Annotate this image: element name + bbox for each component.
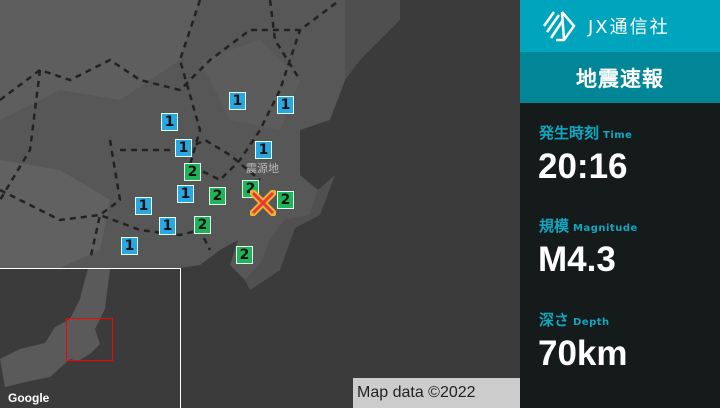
brand-name: JX通信社 (588, 17, 670, 38)
intensity-marker[interactable]: 1 (159, 217, 176, 235)
intensity-marker[interactable]: 2 (277, 191, 294, 209)
magnitude-value: M4.3 (538, 240, 616, 279)
intensity-marker[interactable]: 1 (177, 185, 194, 203)
intensity-marker[interactable]: 1 (121, 237, 138, 255)
intensity-marker[interactable]: 1 (175, 139, 192, 157)
time-label-en: Time (603, 130, 633, 141)
time-label-ja: 発生時刻 (539, 124, 600, 142)
intensity-marker[interactable]: 2 (184, 163, 201, 181)
depth-label: 深さ Depth (539, 310, 610, 333)
time-value: 20:16 (538, 147, 628, 186)
intensity-marker[interactable]: 2 (209, 187, 226, 205)
magnitude-label-en: Magnitude (573, 223, 638, 234)
japan-overview (0, 269, 110, 387)
depth-label-en: Depth (573, 317, 610, 328)
depth-value: 70km (538, 334, 628, 373)
intensity-marker[interactable]: 2 (194, 216, 211, 234)
depth-label-ja: 深さ (539, 311, 570, 329)
intensity-marker[interactable]: 1 (229, 92, 246, 110)
epicenter-icon (250, 190, 276, 216)
magnitude-label-ja: 規模 (539, 217, 570, 235)
brand-header: JX通信社 (520, 0, 720, 52)
map-attribution[interactable]: Map data ©2022 (353, 378, 520, 408)
overview-inset-map: Google (0, 268, 181, 408)
intensity-marker[interactable]: 1 (255, 141, 272, 159)
panel-title: 地震速報 (520, 52, 720, 103)
info-panel: JX通信社 地震速報 発生時刻 Time 20:16 規模 Magnitude M4… (520, 0, 720, 408)
view-extent-box (66, 318, 113, 361)
time-label: 発生時刻 Time (539, 123, 632, 146)
jx-logo-icon (542, 11, 576, 42)
intensity-marker[interactable]: 2 (236, 246, 253, 264)
magnitude-label: 規模 Magnitude (539, 216, 638, 239)
intensity-marker[interactable]: 1 (161, 113, 178, 131)
intensity-marker[interactable]: 1 (135, 197, 152, 215)
google-logo: Google (8, 391, 50, 405)
intensity-marker[interactable]: 1 (277, 96, 294, 114)
map-land (0, 0, 400, 290)
epicenter-label: 震源地 (246, 162, 279, 175)
